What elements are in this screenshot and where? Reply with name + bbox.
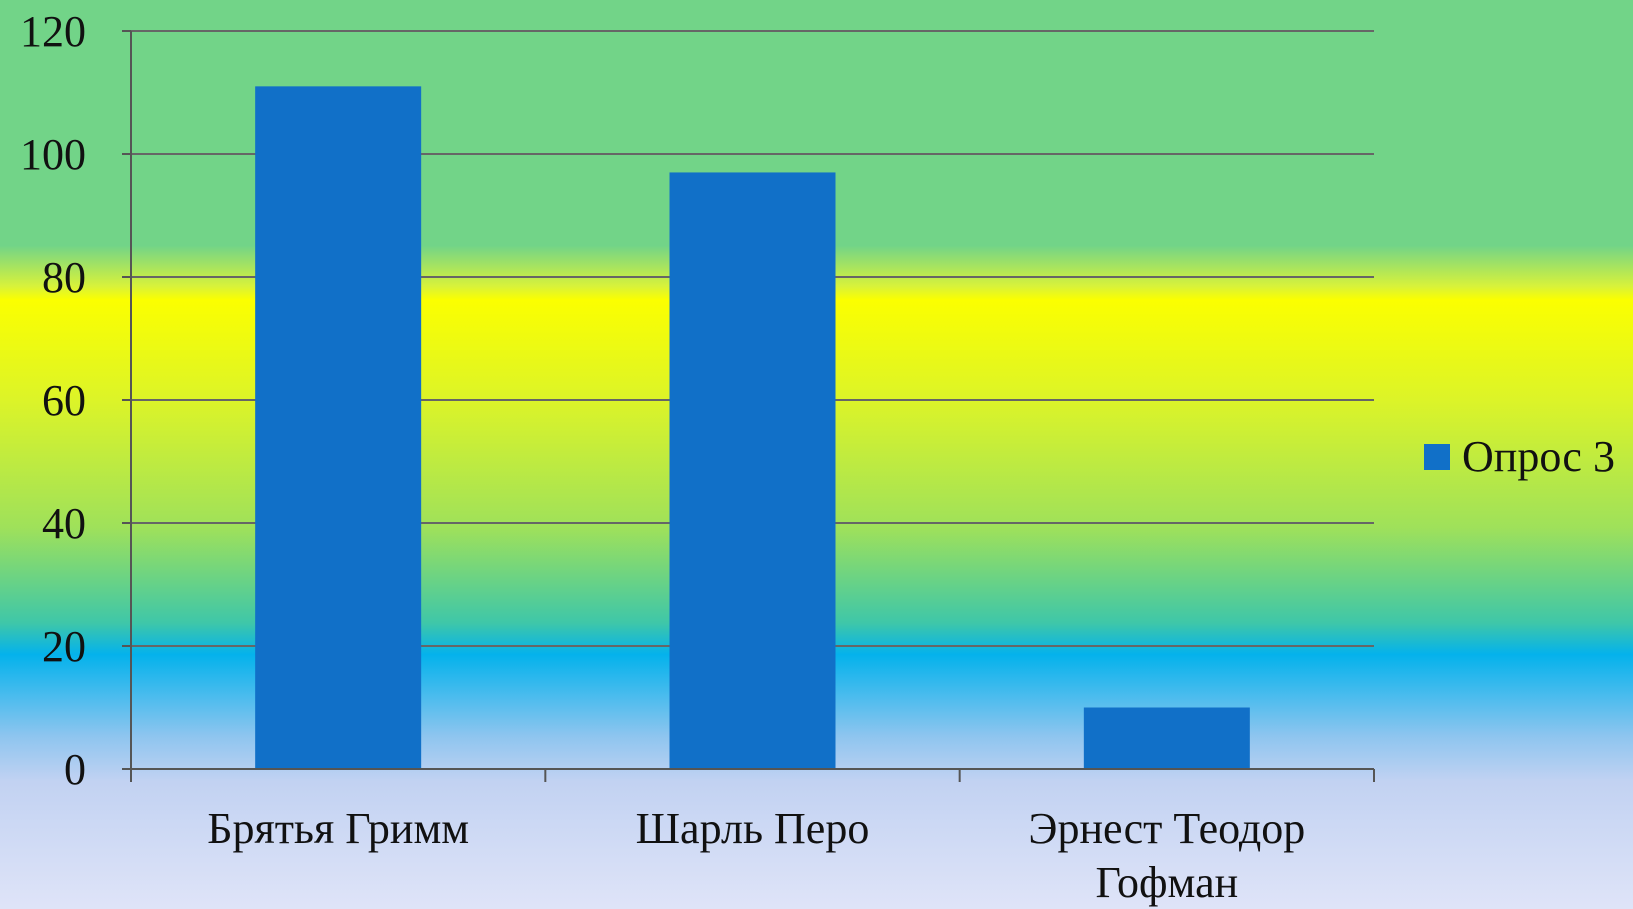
legend-swatch [1424,444,1450,470]
legend-label: Опрос 3 [1462,432,1615,481]
bars [255,86,1250,770]
y-tick-label: 20 [42,622,86,671]
bar [669,172,836,769]
x-category-label-line: Эрнест Теодор [1028,804,1305,853]
x-category-label: Шарль Перо [636,804,870,853]
x-category-label: Брятья Гримм [207,804,469,853]
legend: Опрос 3 [1424,432,1615,481]
y-tick-label: 80 [42,253,86,302]
x-category-label-line: Брятья Гримм [207,804,469,853]
x-category-labels: Брятья Гримм Шарль Перо Эрнест Теодор Гофма… [207,804,1305,907]
bar [255,86,422,770]
y-tick-label: 40 [42,499,86,548]
y-tick-label: 0 [64,745,86,794]
y-tick-label: 100 [20,130,86,179]
x-category-label-line: Шарль Перо [636,804,870,853]
y-tick-label: 120 [20,7,86,56]
axes [122,30,1375,782]
y-tick-labels: 0 20 40 60 80 100 120 [20,7,86,794]
x-category-label: Эрнест Теодор Гофман [1028,804,1305,907]
x-category-label-line: Гофман [1095,858,1238,907]
bar [1083,707,1250,769]
y-tick-label: 60 [42,376,86,425]
